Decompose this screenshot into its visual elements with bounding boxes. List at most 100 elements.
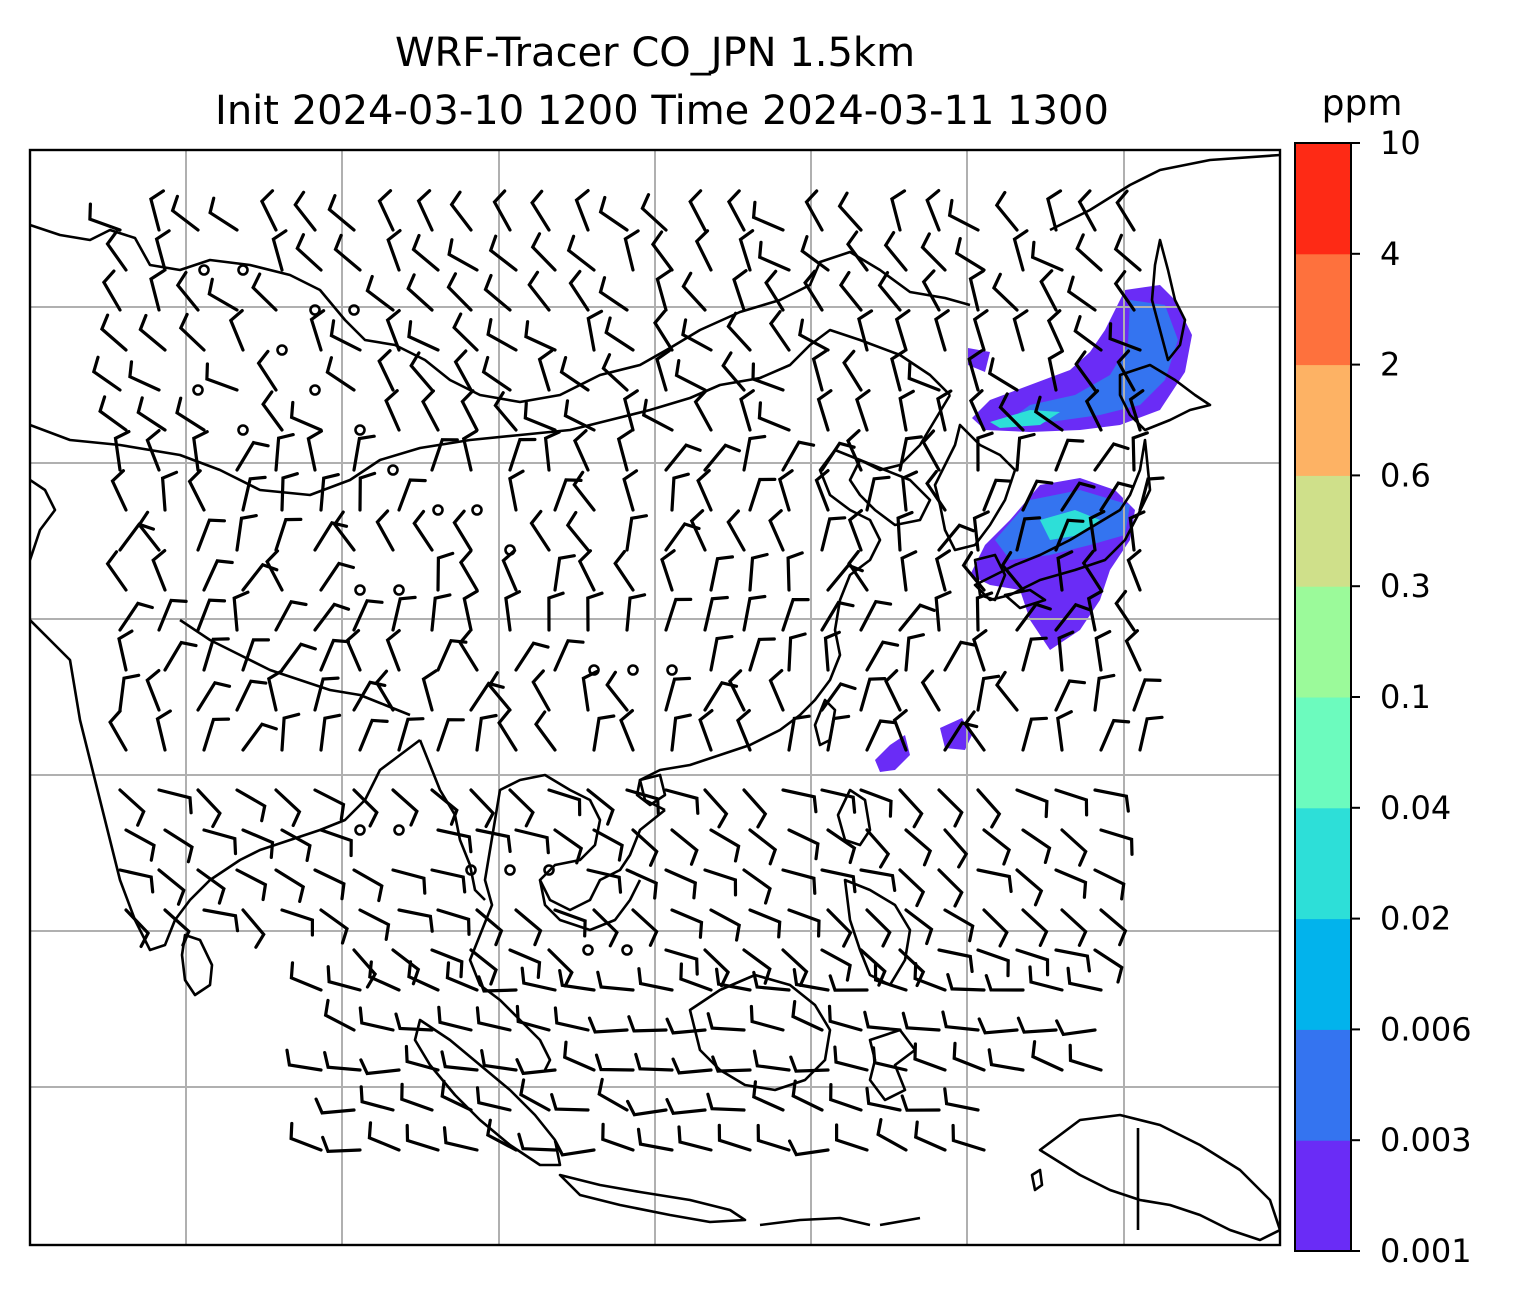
new-guinea [1038, 1113, 1280, 1242]
wind-barb [791, 1079, 824, 1112]
wind-barb [202, 559, 234, 592]
wind-barb [1031, 1040, 1064, 1072]
wind-barb [449, 190, 473, 232]
wind-barb [421, 389, 440, 432]
wind-barb [1054, 518, 1085, 552]
wind-barb [625, 788, 660, 816]
colorbar-segment [1295, 253, 1351, 366]
map-panel [30, 150, 1280, 1245]
wind-barb [865, 908, 892, 948]
wind-barb [313, 788, 346, 821]
wind-barb [391, 868, 427, 895]
wind-barb [98, 395, 128, 432]
wind-barb [920, 669, 941, 712]
wind-barb [900, 1094, 941, 1112]
sulawesi [868, 1028, 917, 1102]
wind-barb [430, 868, 467, 894]
wind-barb [665, 1017, 707, 1035]
wind-barb [309, 309, 326, 352]
wind-barb [207, 277, 239, 312]
wind-barb [1046, 309, 1064, 352]
wind-barb [781, 788, 818, 814]
wind-barb [670, 908, 704, 939]
wind-barb [524, 320, 557, 352]
wind-barb [475, 1086, 512, 1112]
wind-barb [781, 948, 809, 987]
wind-barb [823, 630, 841, 672]
wind-barb [1124, 629, 1142, 672]
wind-barb [873, 963, 908, 992]
wind-barb [170, 194, 200, 232]
wind-barb [613, 550, 635, 592]
wind-barb [1126, 549, 1142, 592]
wind-barb [995, 670, 1019, 712]
wind-barb [689, 509, 707, 552]
wind-barb [846, 429, 863, 472]
wind-barb [1099, 828, 1134, 856]
wind-barb [1077, 189, 1097, 232]
wind-barb [634, 1052, 674, 1072]
wind-barb [256, 349, 278, 392]
wind-barb [397, 478, 427, 512]
wind-barb [1039, 269, 1058, 312]
wind-barb [636, 1127, 674, 1152]
wind-barb [901, 1011, 941, 1032]
wind-barb [333, 233, 362, 272]
wind-barb [698, 709, 714, 752]
wind-barb [855, 389, 871, 432]
wind-barb [787, 632, 807, 672]
wind-barb [430, 948, 464, 979]
wind-barb [904, 908, 934, 946]
wind-barb [1075, 233, 1103, 272]
wind-barb [1021, 828, 1052, 864]
wind-barb [566, 234, 596, 272]
wind-barb [982, 908, 1009, 948]
wind-barb [196, 788, 222, 829]
wind-barb [826, 828, 857, 865]
wind-barb [88, 202, 122, 232]
wind-barb [517, 1132, 557, 1152]
wind-barb [791, 1000, 824, 1032]
wind-barb [596, 970, 635, 992]
wind-barb [406, 273, 434, 312]
wind-barb [436, 908, 471, 936]
wind-barb [327, 194, 356, 232]
wind-barb [547, 948, 574, 988]
wind-barb [196, 598, 227, 632]
philippines-luzon [836, 788, 872, 847]
wind-barb [1068, 1043, 1103, 1072]
wind-barb [274, 868, 306, 903]
wind-barb [319, 828, 353, 858]
wind-barb [987, 1048, 1025, 1072]
wind-barb [385, 309, 401, 352]
wind-barb [1108, 322, 1142, 352]
wind-barb [280, 472, 299, 512]
wind-barb [631, 828, 659, 867]
wind-barb [865, 640, 900, 672]
wind-barb [154, 229, 171, 272]
wind-barb [901, 470, 919, 512]
wind-barb [679, 962, 713, 992]
wind-barb [391, 788, 419, 827]
wind-barb [563, 1040, 596, 1072]
wind-barb [352, 948, 378, 989]
wind-barb [377, 189, 395, 232]
calm-wind-marker [309, 304, 321, 316]
wind-barb [149, 189, 165, 232]
wind-barb [703, 948, 731, 988]
wind-barb [572, 470, 596, 512]
wind-barb [619, 709, 635, 752]
wind-barb [462, 589, 479, 632]
wind-barb [968, 269, 985, 312]
wind-barb [943, 721, 979, 752]
wind-barb [453, 349, 473, 392]
wind-barb [458, 549, 479, 592]
wind-barb [977, 1017, 1019, 1035]
wind-barb [859, 788, 893, 818]
wind-barb [196, 518, 226, 552]
wind-barb [1047, 349, 1064, 392]
india-coast [30, 619, 421, 952]
wind-barb [265, 549, 284, 592]
wind-barb [751, 200, 785, 232]
calm-wind-marker [309, 384, 321, 396]
